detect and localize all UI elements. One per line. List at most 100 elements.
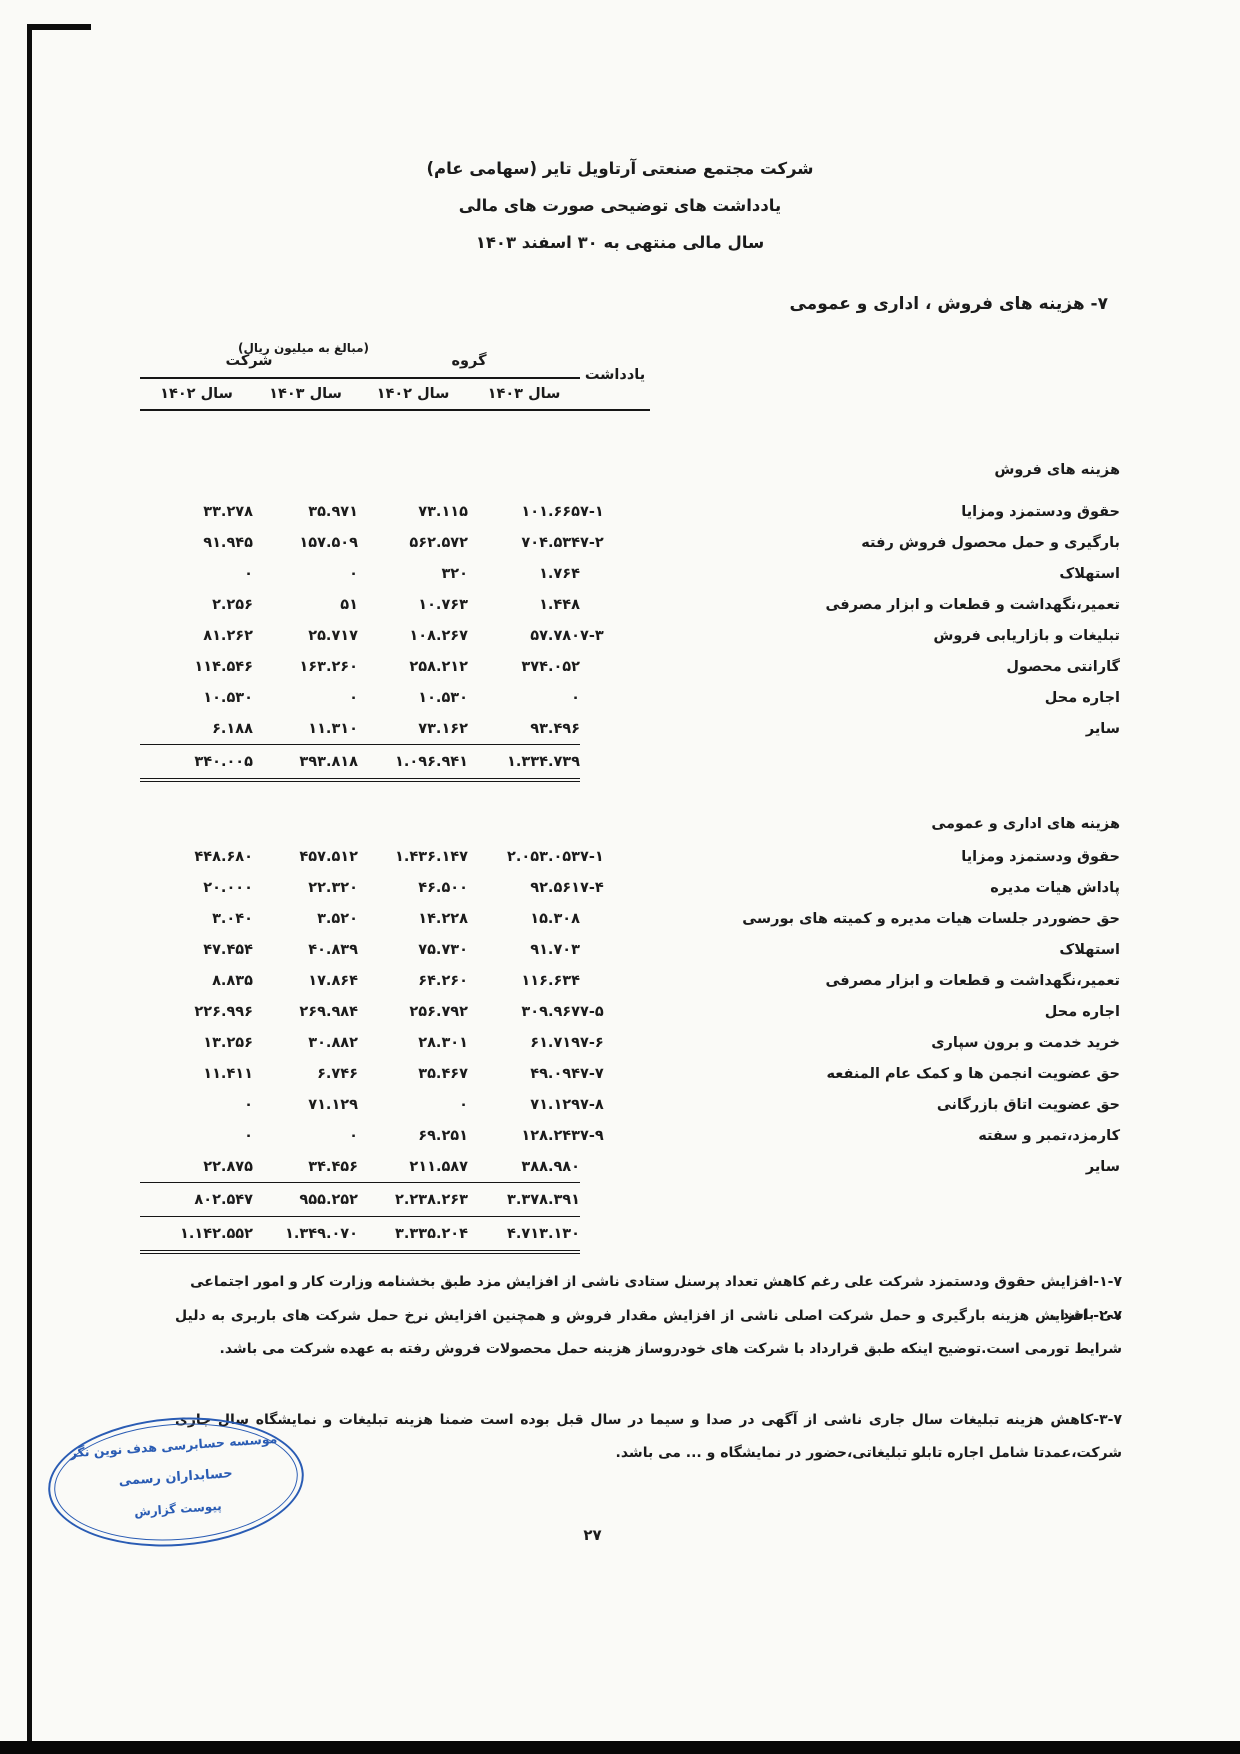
amount-cell: ۰ bbox=[349, 1127, 358, 1144]
amount-cell: ۸.۸۳۵ bbox=[212, 972, 253, 989]
table-row: حق عضویت انجمن ها و کمک عام المنفعه ۷-۷ … bbox=[140, 1058, 1120, 1089]
row-label: سایر bbox=[1085, 1158, 1120, 1175]
amount-cell: ۷۰۴.۵۳۴ bbox=[521, 534, 580, 551]
amount-cell: ۹۱.۷۰۳ bbox=[530, 941, 580, 958]
amount-cell: ۲۵۸.۲۱۲ bbox=[409, 658, 468, 675]
table-row: حقوق ودستمزد ومزایا ۷-۱ ۱۰۱.۶۶۵ ۷۳.۱۱۵ ۳… bbox=[140, 496, 1120, 527]
selling-section-title: هزینه های فروش bbox=[994, 462, 1120, 478]
table-row: استهلاک ۹۱.۷۰۳ ۷۵.۷۳۰ ۴۰.۸۳۹ ۴۷.۴۵۴ bbox=[140, 934, 1120, 965]
note-ref: ۷-۳ bbox=[580, 627, 604, 644]
row-label: گارانتی محصول bbox=[1006, 658, 1120, 675]
company-column-header: شرکت bbox=[140, 345, 358, 379]
subtotal-cell: ۲.۲۳۸.۲۶۳ bbox=[358, 1182, 468, 1217]
page-number: ۲۷ bbox=[583, 1526, 602, 1544]
table-row: تبلیغات و بازاریابی فروش ۷-۳ ۵۷.۷۸۰ ۱۰۸.… bbox=[140, 620, 1120, 651]
amount-cell: ۲۶۹.۹۸۴ bbox=[299, 1003, 358, 1020]
amount-cell: ۴۶.۵۰۰ bbox=[418, 879, 468, 896]
amount-cell: ۵۱ bbox=[340, 596, 358, 613]
amount-cell: ۴۰.۸۳۹ bbox=[308, 941, 358, 958]
total-cell: ۳۹۳.۸۱۸ bbox=[253, 744, 358, 782]
table-row: سایر ۹۳.۴۹۶ ۷۳.۱۶۲ ۱۱.۳۱۰ ۶.۱۸۸ bbox=[140, 713, 1120, 745]
table-row: تعمیر،نگهداشت و قطعات و ابزار مصرفی ۱۱۶.… bbox=[140, 965, 1120, 996]
amount-cell: ۱۰۱.۶۶۵ bbox=[521, 503, 580, 520]
table-row: بارگیری و حمل محصول فروش رفته ۷-۲ ۷۰۴.۵۳… bbox=[140, 527, 1120, 558]
grand-total-cell: ۱.۱۴۲.۵۵۲ bbox=[140, 1216, 253, 1254]
table-row: سایر ۳۸۸.۹۸۰ ۲۱۱.۵۸۷ ۳۴.۴۵۶ ۲۲.۸۷۵ bbox=[140, 1151, 1120, 1183]
table-row: حقوق ودستمزد ومزایا ۷-۱ ۲.۰۵۳.۰۵۳ ۱.۴۳۶.… bbox=[140, 841, 1120, 872]
amount-cell: ۷۱.۱۲۹ bbox=[530, 1096, 580, 1113]
amount-cell: ۱۱۶.۶۳۴ bbox=[521, 972, 580, 989]
fiscal-year: سال مالی منتهی به ۳۰ اسفند ۱۴۰۳ bbox=[475, 233, 765, 252]
amount-cell: ۳۷۴.۰۵۲ bbox=[521, 658, 580, 675]
amount-cell: ۱۰.۷۶۳ bbox=[418, 596, 468, 613]
subtotal-cell: ۳.۳۷۸.۳۹۱ bbox=[468, 1182, 580, 1217]
amount-cell: ۳۴.۴۵۶ bbox=[308, 1158, 358, 1175]
grand-total-cell: ۱.۳۴۹.۰۷۰ bbox=[253, 1216, 358, 1254]
note-ref bbox=[580, 682, 650, 713]
row-label: خرید خدمت و برون سپاری bbox=[931, 1034, 1120, 1051]
table-row: حق حضوردر جلسات هیات مدیره و کمیته های ب… bbox=[140, 903, 1120, 934]
amount-cell: ۲.۰۵۳.۰۵۳ bbox=[507, 848, 580, 865]
amount-cell: ۲۲۶.۹۹۶ bbox=[194, 1003, 253, 1020]
row-label: تعمیر،نگهداشت و قطعات و ابزار مصرفی bbox=[825, 972, 1121, 989]
footnote-7-3: ۳-۷-کاهش هزینه تبلیغات سال جاری ناشی از … bbox=[175, 1412, 1122, 1461]
note-ref: ۷-۱ bbox=[580, 503, 604, 520]
subtotal-cell: ۸۰۲.۵۴۷ bbox=[140, 1182, 253, 1217]
note-ref: ۷-۴ bbox=[580, 879, 604, 896]
table-row: استهلاک ۱.۷۶۴ ۳۲۰ ۰ ۰ bbox=[140, 558, 1120, 589]
scan-corner-mark bbox=[27, 24, 91, 30]
amount-cell: ۱۰۸.۲۶۷ bbox=[409, 627, 468, 644]
section-title: ۷- هزینه های فروش ، اداری و عمومی bbox=[789, 294, 1108, 314]
note-ref: ۷-۷ bbox=[580, 1065, 604, 1082]
total-cell: ۱.۳۳۴.۷۳۹ bbox=[468, 744, 580, 782]
scan-left-border bbox=[27, 24, 32, 1742]
footnote-7-1: ۱-۷-افزایش حقوق ودستمزد شرکت علی رغم کاه… bbox=[190, 1274, 1122, 1323]
row-label: بارگیری و حمل محصول فروش رفته bbox=[861, 534, 1120, 551]
report-title: یادداشت های توضیحی صورت های مالی bbox=[458, 196, 782, 215]
note-ref: ۷-۸ bbox=[580, 1096, 604, 1113]
amount-cell: ۷۳.۱۶۲ bbox=[418, 720, 468, 737]
amount-cell: ۰ bbox=[244, 1096, 253, 1113]
document-header: شرکت مجتمع صنعتی آرتاویل تایر (سهامی عام… bbox=[0, 150, 1240, 261]
note-ref bbox=[580, 965, 650, 996]
amount-cell: ۳۲۰ bbox=[441, 565, 468, 582]
amount-cell: ۱۱.۴۱۱ bbox=[203, 1065, 253, 1082]
note-ref: ۷-۶ bbox=[580, 1034, 604, 1051]
amount-cell: ۲۰.۰۰۰ bbox=[203, 879, 253, 896]
note-ref bbox=[580, 1151, 650, 1183]
amount-cell: ۱۷.۸۶۴ bbox=[308, 972, 358, 989]
note-ref bbox=[580, 651, 650, 682]
row-label: استهلاک bbox=[1059, 565, 1120, 582]
table-row: اجاره محل ۷-۵ ۳۰۹.۹۶۷ ۲۵۶.۷۹۲ ۲۶۹.۹۸۴ ۲۲… bbox=[140, 996, 1120, 1027]
amount-cell: ۰ bbox=[349, 565, 358, 582]
amount-cell: ۹۳.۴۹۶ bbox=[530, 720, 580, 737]
amount-cell: ۲۸.۳۰۱ bbox=[418, 1034, 468, 1051]
amount-cell: ۳۸۸.۹۸۰ bbox=[521, 1158, 580, 1175]
amount-cell: ۷۱.۱۲۹ bbox=[308, 1096, 358, 1113]
amount-cell: ۴۴۸.۶۸۰ bbox=[194, 848, 253, 865]
admin-subtotal-row: ۳.۳۷۸.۳۹۱ ۲.۲۳۸.۲۶۳ ۹۵۵.۲۵۲ ۸۰۲.۵۴۷ bbox=[140, 1182, 1120, 1217]
note-ref bbox=[580, 934, 650, 965]
amount-cell: ۱۱۴.۵۴۶ bbox=[194, 658, 253, 675]
note-ref bbox=[580, 713, 650, 745]
amount-cell: ۱۵۷.۵۰۹ bbox=[299, 534, 358, 551]
amount-cell: ۲۵.۷۱۷ bbox=[308, 627, 358, 644]
amount-cell: ۵۶۲.۵۷۲ bbox=[409, 534, 468, 551]
year-header-group-1402: سال ۱۴۰۲ bbox=[358, 378, 468, 411]
amount-cell: ۷۵.۷۳۰ bbox=[418, 941, 468, 958]
year-header-company-1403: سال ۱۴۰۳ bbox=[253, 378, 358, 411]
amount-cell: ۱.۴۳۶.۱۴۷ bbox=[395, 848, 468, 865]
note-ref bbox=[580, 589, 650, 620]
scan-bottom-bar bbox=[0, 1741, 1240, 1754]
amount-cell: ۳.۰۴۰ bbox=[212, 910, 253, 927]
table-row: پاداش هیات مدیره ۷-۴ ۹۲.۵۶۱ ۴۶.۵۰۰ ۲۲.۳۲… bbox=[140, 872, 1120, 903]
company-name: شرکت مجتمع صنعتی آرتاویل تایر (سهامی عام… bbox=[426, 159, 814, 178]
amount-cell: ۱۳.۲۵۶ bbox=[203, 1034, 253, 1051]
row-label: حقوق ودستمزد ومزایا bbox=[961, 503, 1120, 520]
amount-cell: ۰ bbox=[459, 1096, 468, 1113]
row-label: پاداش هیات مدیره bbox=[990, 879, 1120, 896]
amount-cell: ۳۵.۹۷۱ bbox=[308, 503, 358, 520]
amount-cell: ۷۳.۱۱۵ bbox=[418, 503, 468, 520]
amount-cell: ۳۳.۲۷۸ bbox=[203, 503, 253, 520]
row-label: تبلیغات و بازاریابی فروش bbox=[933, 627, 1120, 644]
